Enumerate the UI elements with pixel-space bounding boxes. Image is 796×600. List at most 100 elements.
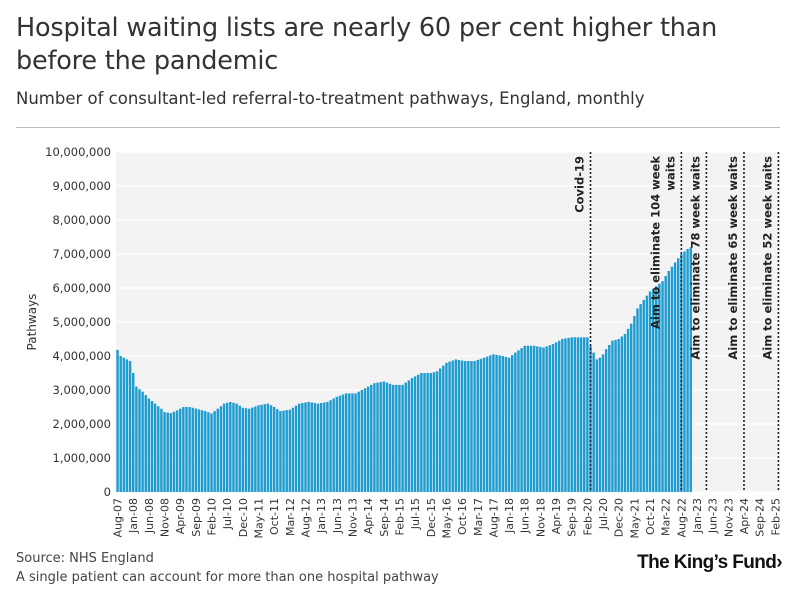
bar [576,337,580,492]
bar [529,345,533,492]
bar [532,345,536,492]
bar [626,328,630,492]
bar [413,376,417,492]
bar [285,410,288,492]
bar [125,359,129,492]
bar [272,407,276,492]
bar [301,403,304,492]
bar [257,405,260,492]
bar [216,408,220,492]
bar [601,354,605,492]
bar [526,345,530,492]
bar [251,407,254,492]
bar [157,406,160,492]
bar [197,409,201,492]
bar [379,382,382,492]
x-tick-label: Jan-08 [127,498,140,534]
header-divider [16,127,780,128]
bar [178,408,182,492]
bar [326,401,329,492]
y-tick-label: 0 [104,485,111,499]
bar [630,323,633,492]
x-tick-label: Jul-15 [409,498,422,530]
annotation-label: Aim to eliminate 52 week waits [760,156,774,360]
bar [310,402,313,492]
x-tick-label: Dec-15 [425,498,438,537]
x-tick-label: Dec-10 [237,498,250,537]
bar [376,382,379,492]
bar [608,344,611,492]
bar [617,339,620,492]
bar [341,394,345,492]
bar [385,382,389,492]
bar [470,361,473,492]
bar [316,403,320,492]
x-tick-label: May-21 [628,498,641,539]
x-tick-label: Sep-19 [566,498,579,537]
bar [642,299,645,492]
bar [570,337,573,492]
y-tick-label: 1,000,000 [52,451,111,465]
bar [332,398,335,492]
x-tick-label: Apr-24 [738,498,751,534]
bar [551,344,555,492]
bar [254,406,257,492]
annotation-label: Covid-19 [573,156,587,213]
bar [457,359,461,492]
bar [207,412,210,492]
bar [182,407,185,492]
x-tick-label: Jun-13 [331,498,344,534]
bar [485,356,489,492]
bar [282,410,285,492]
bar [344,393,348,492]
bar [238,405,241,492]
bar [676,258,680,492]
bar [313,403,317,492]
bar [683,251,686,492]
bar [604,349,608,492]
bar [153,403,157,492]
x-tick-label: Jul-20 [597,498,610,530]
x-tick-label: Sep-24 [754,498,767,537]
y-tick-labels: 0 1,000,000 2,000,000 3,000,000 4,000,000 5,0… [45,145,111,499]
bar [351,393,354,492]
bar [128,361,132,492]
x-tick-label: Sep-09 [190,498,203,537]
bar [291,407,295,492]
x-tick-label: Feb-20 [581,498,594,535]
bar [423,373,426,492]
x-tick-label: Apr-14 [362,498,375,534]
bar [200,410,204,492]
bar [561,339,564,492]
bar [454,359,458,492]
bar [391,384,395,492]
bar [429,373,432,492]
bar [373,383,376,492]
bar [335,396,339,492]
bar [507,357,511,492]
bar [633,316,636,492]
bar [520,348,523,492]
bar [191,407,194,492]
bar [673,262,677,492]
bar [432,372,436,492]
bar [169,413,173,492]
logo-chevron-icon: › [776,552,782,573]
x-tick-label: Apr-19 [550,498,563,534]
bar [510,355,514,492]
x-tick-label: Jun-18 [519,498,532,534]
bar [514,352,517,492]
bar [645,295,649,492]
bar [639,304,642,492]
x-tick-label: Sep-14 [378,498,391,537]
bar [294,405,298,492]
bar [241,407,245,492]
bar [655,286,658,492]
bar [670,266,674,492]
bar [185,407,188,492]
bar [307,401,310,492]
bar [495,354,498,492]
bar [407,380,411,492]
bar [611,340,614,492]
bar [636,308,639,492]
